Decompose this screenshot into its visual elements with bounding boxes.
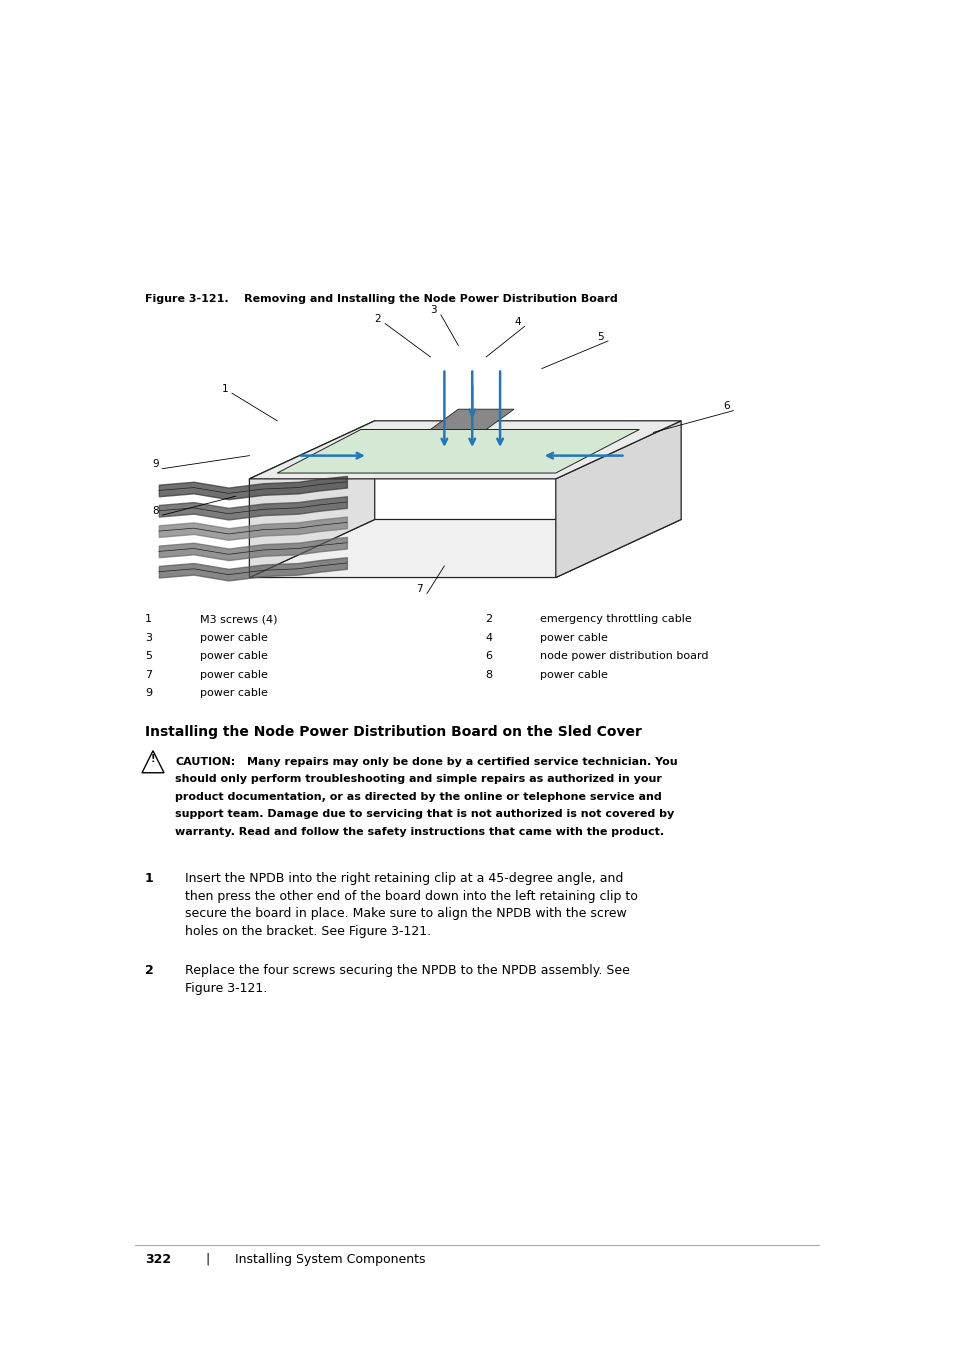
Text: M3 screws (4): M3 screws (4) bbox=[200, 614, 277, 624]
Text: warranty. Read and follow the safety instructions that came with the product.: warranty. Read and follow the safety ins… bbox=[174, 826, 663, 837]
Text: |: | bbox=[205, 1253, 209, 1266]
Text: 8: 8 bbox=[152, 506, 158, 516]
Text: 2: 2 bbox=[375, 315, 381, 324]
Text: CAUTION:: CAUTION: bbox=[174, 757, 235, 767]
Text: 3: 3 bbox=[145, 633, 152, 643]
Text: secure the board in place. Make sure to align the NPDB with the screw: secure the board in place. Make sure to … bbox=[185, 907, 626, 921]
Text: 7: 7 bbox=[416, 585, 423, 594]
Polygon shape bbox=[430, 409, 514, 429]
Text: !: ! bbox=[151, 753, 155, 764]
Text: 1: 1 bbox=[145, 614, 152, 624]
Text: 2: 2 bbox=[145, 964, 153, 977]
Text: 4: 4 bbox=[484, 633, 492, 643]
Text: 2: 2 bbox=[484, 614, 492, 624]
Text: 1: 1 bbox=[145, 872, 153, 886]
Text: 5: 5 bbox=[597, 332, 603, 342]
Text: 1: 1 bbox=[221, 383, 228, 394]
Text: Insert the NPDB into the right retaining clip at a 45-degree angle, and: Insert the NPDB into the right retaining… bbox=[185, 872, 622, 886]
Text: power cable: power cable bbox=[200, 670, 268, 680]
Polygon shape bbox=[277, 429, 639, 472]
Text: power cable: power cable bbox=[200, 633, 268, 643]
Text: node power distribution board: node power distribution board bbox=[539, 651, 708, 661]
Text: then press the other end of the board down into the left retaining clip to: then press the other end of the board do… bbox=[185, 890, 638, 903]
Text: 9: 9 bbox=[152, 459, 158, 470]
Text: Installing System Components: Installing System Components bbox=[234, 1253, 425, 1266]
Polygon shape bbox=[556, 421, 680, 578]
Text: 6: 6 bbox=[722, 401, 729, 412]
Text: 3: 3 bbox=[430, 305, 436, 316]
Text: Figure 3-121.: Figure 3-121. bbox=[185, 981, 267, 995]
Text: should only perform troubleshooting and simple repairs as authorized in your: should only perform troubleshooting and … bbox=[174, 775, 661, 784]
Text: power cable: power cable bbox=[200, 688, 268, 698]
Polygon shape bbox=[249, 421, 375, 578]
Text: 7: 7 bbox=[145, 670, 152, 680]
Text: 5: 5 bbox=[145, 651, 152, 661]
Text: 6: 6 bbox=[484, 651, 492, 661]
Text: Replace the four screws securing the NPDB to the NPDB assembly. See: Replace the four screws securing the NPD… bbox=[185, 964, 629, 977]
Text: holes on the bracket. See Figure 3-121.: holes on the bracket. See Figure 3-121. bbox=[185, 925, 431, 938]
Text: 4: 4 bbox=[514, 317, 520, 327]
Text: Installing the Node Power Distribution Board on the Sled Cover: Installing the Node Power Distribution B… bbox=[145, 725, 641, 738]
Text: support team. Damage due to servicing that is not authorized is not covered by: support team. Damage due to servicing th… bbox=[174, 809, 674, 819]
Text: product documentation, or as directed by the online or telephone service and: product documentation, or as directed by… bbox=[174, 791, 661, 802]
Text: Figure 3-121.    Removing and Installing the Node Power Distribution Board: Figure 3-121. Removing and Installing th… bbox=[145, 294, 618, 304]
Text: 8: 8 bbox=[484, 670, 492, 680]
Text: emergency throttling cable: emergency throttling cable bbox=[539, 614, 691, 624]
Text: 322: 322 bbox=[145, 1253, 171, 1266]
Text: power cable: power cable bbox=[539, 670, 607, 680]
Polygon shape bbox=[249, 520, 680, 578]
Text: 9: 9 bbox=[145, 688, 152, 698]
Text: Many repairs may only be done by a certified service technician. You: Many repairs may only be done by a certi… bbox=[247, 757, 677, 767]
Text: power cable: power cable bbox=[200, 651, 268, 661]
Polygon shape bbox=[249, 421, 680, 479]
Text: power cable: power cable bbox=[539, 633, 607, 643]
